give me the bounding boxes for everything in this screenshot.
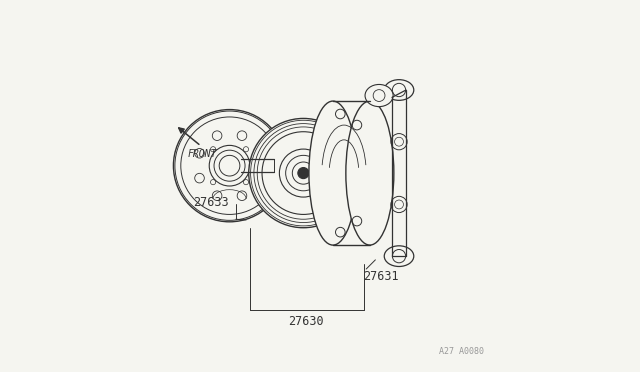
Circle shape xyxy=(255,149,289,182)
Circle shape xyxy=(249,118,358,228)
Circle shape xyxy=(209,145,250,186)
Ellipse shape xyxy=(384,80,414,100)
Circle shape xyxy=(173,110,285,222)
Ellipse shape xyxy=(365,84,393,107)
Text: 27633: 27633 xyxy=(193,196,228,209)
Ellipse shape xyxy=(384,246,414,266)
Ellipse shape xyxy=(346,101,394,245)
Ellipse shape xyxy=(309,101,357,245)
Text: 27630: 27630 xyxy=(288,315,324,328)
Text: FRONT: FRONT xyxy=(187,149,216,159)
Text: 27631: 27631 xyxy=(364,270,399,283)
Text: A27 A0080: A27 A0080 xyxy=(439,347,484,356)
Circle shape xyxy=(298,167,309,179)
Circle shape xyxy=(280,149,328,197)
